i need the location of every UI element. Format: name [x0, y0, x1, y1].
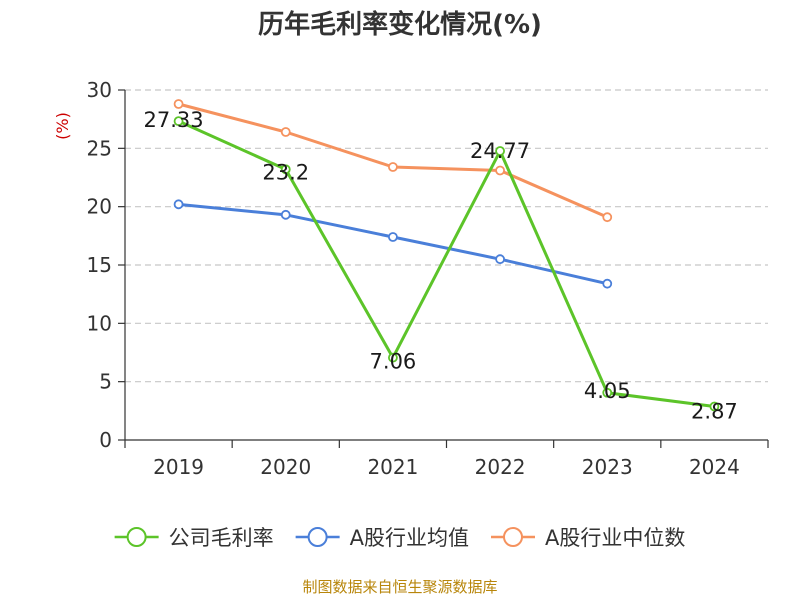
series-point-1: [388, 232, 398, 242]
y-tick-label: 30: [87, 78, 112, 102]
data-label: 24.77: [470, 139, 530, 163]
legend-marker: [503, 527, 523, 547]
data-label: 7.06: [370, 350, 417, 374]
series-point-2: [280, 127, 291, 137]
grid-lines: [125, 89, 768, 383]
chart-title: 历年毛利率变化情况(%): [258, 9, 542, 40]
series-point-2: [173, 99, 184, 109]
series-point-1: [602, 278, 613, 289]
y-axis-unit-label: (%): [53, 112, 72, 140]
series-point-2: [602, 212, 613, 223]
data-label: 2.87: [691, 400, 738, 424]
data-label: 4.05: [584, 379, 631, 403]
series-point-2: [495, 165, 505, 176]
legend-marker: [126, 527, 147, 547]
series-point-0: [602, 387, 613, 398]
x-tick-label: 2019: [153, 455, 204, 479]
series-lines: [173, 99, 720, 412]
legend-item-0[interactable]: 公司毛利率: [114, 526, 274, 550]
data-label: 23.2: [262, 160, 309, 184]
series-point-0: [495, 146, 505, 156]
series-line-2: [178, 102, 608, 219]
data-label: 27.33: [144, 108, 204, 132]
series-point-1: [495, 254, 505, 265]
x-tick-label: 2022: [475, 455, 526, 479]
y-tick-label: 0: [99, 428, 112, 452]
legend-item-2[interactable]: A股行业中位数: [491, 526, 685, 550]
data-labels: 27.33 23.2 7.06 24.77 4.05 2.87: [144, 108, 738, 423]
series-line-1: [178, 202, 608, 286]
y-tick-label: 15: [87, 253, 112, 277]
x-tick-label: 2023: [582, 455, 633, 479]
series-line-0: [177, 119, 715, 409]
series-point-2: [388, 162, 398, 172]
legend-label: A股行业中位数: [545, 526, 685, 550]
series-point-1: [280, 209, 291, 220]
y-tick-label: 25: [87, 136, 112, 160]
series-point-1: [173, 199, 184, 210]
y-tick-label: 20: [87, 195, 112, 219]
legend-label: A股行业均值: [350, 526, 469, 550]
series-point-0: [173, 116, 184, 127]
legend-marker: [307, 527, 328, 547]
x-tick-label: 2021: [367, 455, 418, 479]
x-tick-label: 2024: [689, 455, 740, 479]
series-point-0: [709, 401, 720, 412]
y-tick-label: 10: [87, 311, 112, 335]
legend-item-1[interactable]: A股行业均值: [295, 526, 469, 550]
series-point-0: [280, 164, 291, 175]
source-note: 制图数据来自恒生聚源数据库: [302, 578, 497, 596]
legend: 公司毛利率 A股行业均值 A股行业中位数: [114, 526, 685, 550]
x-tick-label: 2020: [260, 455, 311, 479]
series-point-0: [388, 352, 398, 363]
axes: 0 5 10 15 20 25 30 2019 2020 2021 2022 2023 2024: [87, 78, 769, 479]
y-tick-label: 5: [99, 370, 112, 394]
legend-label: 公司毛利率: [169, 526, 274, 550]
